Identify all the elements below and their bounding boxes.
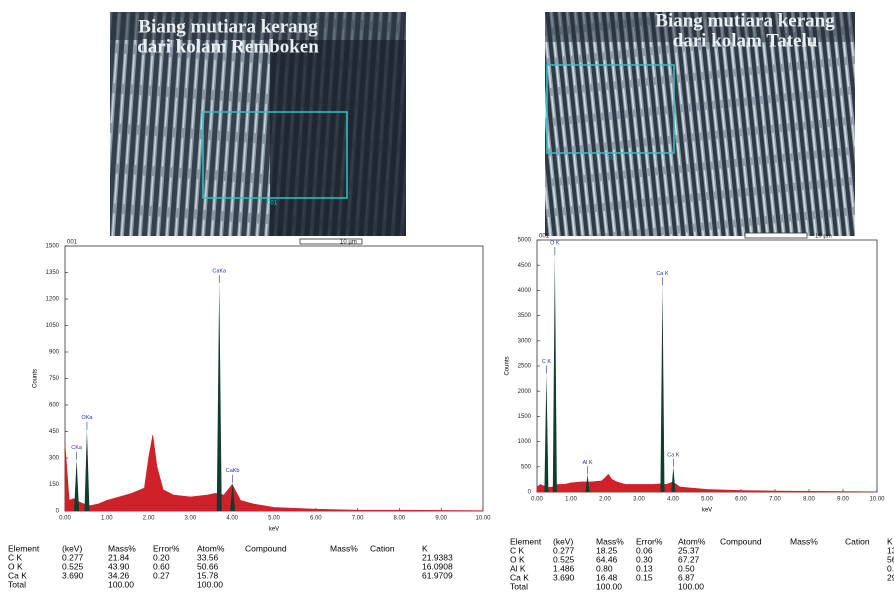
x-tick-label: 9.00	[837, 497, 849, 503]
table-header: Cation	[845, 536, 870, 546]
y-tick-label: 1350	[46, 270, 60, 276]
y-axis-label: Counts	[505, 356, 511, 375]
x-tick-label: 4.00	[226, 516, 238, 522]
x-tick-label: 8.00	[803, 497, 815, 503]
plot-frame	[65, 246, 483, 511]
y-axis-label: Counts	[33, 369, 39, 388]
x-tick-label: 1.00	[565, 497, 577, 503]
y-tick-label: 900	[49, 350, 60, 356]
y-tick-label: 5000	[518, 238, 532, 244]
y-tick-label: 1500	[518, 414, 532, 420]
x-tick-label: 8.00	[394, 516, 406, 522]
y-tick-label: 750	[49, 376, 60, 382]
table-cell: 100.00	[596, 581, 622, 591]
table-cell: 100.00	[678, 581, 704, 591]
table-cell: 61.9709	[422, 570, 453, 580]
scale-bar	[745, 233, 807, 238]
peak-label: Ca K	[667, 452, 680, 458]
peak-label: CKa	[71, 445, 83, 451]
y-tick-label: 600	[49, 403, 60, 409]
y-tick-label: 1000	[518, 439, 532, 445]
y-tick-label: 0	[56, 509, 60, 515]
table-header: Mass%	[330, 543, 358, 553]
x-tick-label: 2.00	[143, 516, 155, 522]
peak-label: OKa	[81, 415, 93, 421]
x-tick-label: 10.00	[475, 516, 491, 522]
peak-label: C K	[542, 359, 552, 365]
image-title: Biang mutiara kerang	[655, 10, 835, 31]
table-header: Compound	[720, 536, 762, 546]
y-tick-label: 0	[528, 490, 532, 496]
table-cell: 100.00	[197, 579, 223, 589]
x-tick-label: 3.00	[185, 516, 197, 522]
spectrum-label: 001	[539, 234, 550, 240]
scale-label: 10 µm	[815, 234, 832, 240]
y-tick-label: 300	[49, 456, 60, 462]
x-tick-label: 7.00	[769, 497, 781, 503]
table-header: Compound	[245, 543, 287, 553]
y-tick-label: 150	[49, 482, 60, 488]
y-tick-label: 500	[521, 464, 532, 470]
x-tick-label: 3.00	[633, 497, 645, 503]
image-title: dari kolam Tatelu	[673, 30, 818, 51]
x-tick-label: 1.00	[101, 516, 113, 522]
image-title: dari kolam Remboken	[137, 36, 319, 57]
x-tick-label: 6.00	[735, 497, 747, 503]
x-tick-label: 0.00	[531, 497, 543, 503]
table-cell: 100.00	[108, 579, 134, 589]
table-cell: 3.690	[553, 572, 575, 582]
table-header: Cation	[370, 543, 395, 553]
y-tick-label: 3500	[518, 313, 532, 319]
y-tick-label: 4500	[518, 263, 532, 269]
y-tick-label: 2000	[518, 389, 532, 395]
x-tick-label: 5.00	[701, 497, 713, 503]
plot-frame	[537, 240, 877, 492]
peak-label: CaKb	[226, 468, 240, 474]
x-tick-label: 7.00	[352, 516, 364, 522]
y-tick-label: 4000	[518, 288, 532, 294]
peak-label: CaKa	[212, 269, 227, 275]
box-label: 001	[605, 156, 616, 162]
box-label: 001	[267, 201, 278, 207]
x-tick-label: 6.00	[310, 516, 322, 522]
x-axis-label: keV	[702, 508, 712, 514]
x-tick-label: 4.00	[667, 497, 679, 503]
peak-label: O K	[550, 241, 560, 247]
x-axis-label: keV	[269, 527, 279, 533]
peak-label: Al K	[582, 460, 592, 466]
table-cell: Total	[510, 581, 528, 591]
table-cell: 0.15	[636, 572, 653, 582]
scale-label: 10 µm	[340, 240, 357, 246]
y-tick-label: 3000	[518, 338, 532, 344]
table-cell: 0.27	[153, 570, 170, 580]
x-tick-label: 10.00	[869, 497, 885, 503]
y-tick-label: 450	[49, 429, 60, 435]
x-tick-label: 9.00	[435, 516, 447, 522]
table-header: Mass%	[790, 536, 818, 546]
y-tick-label: 1500	[46, 244, 60, 250]
y-tick-label: 2500	[518, 364, 532, 370]
image-title: Biang mutiara kerang	[138, 16, 318, 37]
spectrum-label: 001	[67, 240, 78, 246]
figure: Biang mutiara kerangdari kolam Remboken0…	[0, 0, 894, 601]
table-cell: 3.690	[62, 570, 84, 580]
table-cell: Total	[8, 579, 26, 589]
peak-label: Ca K	[656, 271, 669, 277]
table-cell: 29.9124	[887, 572, 894, 582]
x-tick-label: 5.00	[268, 516, 280, 522]
y-tick-label: 1200	[46, 297, 60, 303]
y-tick-label: 1050	[46, 323, 60, 329]
x-tick-label: 0.00	[59, 516, 71, 522]
x-tick-label: 2.00	[599, 497, 611, 503]
